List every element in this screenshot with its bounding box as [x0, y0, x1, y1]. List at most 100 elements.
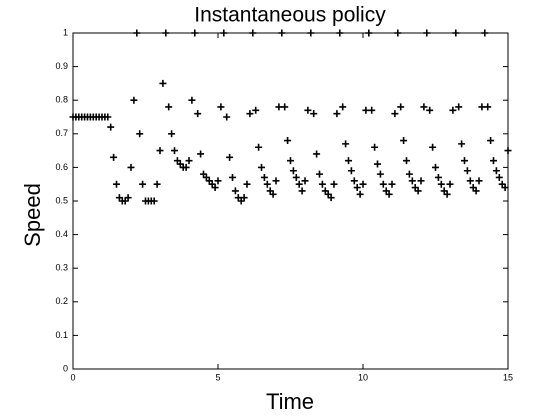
marker	[429, 143, 437, 151]
marker	[356, 190, 364, 198]
marker	[490, 157, 497, 165]
marker	[139, 180, 147, 188]
marker	[376, 170, 384, 178]
y-tick-label: 1	[63, 27, 68, 37]
marker	[388, 180, 396, 188]
marker	[133, 29, 141, 37]
y-tick-label: 0.7	[55, 128, 68, 138]
marker	[481, 29, 489, 37]
marker	[492, 167, 500, 175]
marker	[374, 160, 381, 168]
marker	[318, 180, 326, 188]
marker	[504, 147, 512, 155]
marker	[130, 96, 138, 104]
marker	[452, 29, 460, 37]
marker	[394, 29, 402, 37]
x-axis-label: Time	[266, 389, 314, 414]
marker	[214, 177, 222, 185]
marker	[307, 29, 315, 37]
marker	[292, 173, 300, 181]
x-tick-label: 5	[215, 372, 220, 382]
marker	[252, 106, 260, 114]
marker	[217, 103, 225, 111]
x-tick-label: 15	[503, 372, 513, 382]
y-tick-label: 0.3	[55, 263, 68, 273]
marker	[281, 103, 289, 111]
marker	[350, 177, 358, 185]
marker	[342, 140, 350, 148]
marker	[365, 29, 373, 37]
marker	[385, 190, 393, 198]
marker	[391, 110, 399, 118]
marker	[345, 157, 352, 165]
marker	[446, 180, 454, 188]
marker	[458, 140, 466, 148]
marker	[231, 187, 239, 195]
marker	[461, 157, 468, 165]
marker	[347, 167, 355, 175]
marker	[313, 150, 321, 158]
marker	[333, 110, 341, 118]
y-tick-label: 0	[63, 363, 68, 373]
marker	[258, 163, 265, 171]
y-tick-label: 0.8	[55, 95, 68, 105]
marker	[263, 180, 271, 188]
marker	[484, 103, 492, 111]
marker	[284, 137, 292, 145]
marker	[260, 173, 268, 181]
marker	[298, 187, 306, 195]
marker	[397, 103, 405, 111]
marker	[472, 187, 480, 195]
marker	[426, 106, 434, 114]
marker	[368, 106, 376, 114]
marker	[443, 190, 451, 198]
marker	[371, 143, 379, 151]
marker	[295, 180, 303, 188]
marker	[243, 180, 251, 188]
marker	[403, 157, 410, 165]
marker	[423, 29, 431, 37]
marker	[220, 29, 228, 37]
y-tick-label: 0.9	[55, 61, 68, 71]
marker	[310, 110, 318, 118]
marker	[185, 157, 193, 165]
marker	[229, 173, 236, 181]
marker	[182, 163, 190, 171]
marker	[420, 103, 428, 111]
marker	[301, 177, 309, 185]
marker	[136, 130, 144, 138]
marker	[304, 106, 312, 114]
marker	[379, 180, 387, 188]
marker	[405, 170, 413, 178]
marker	[246, 110, 254, 118]
marker	[165, 103, 173, 111]
marker	[240, 194, 248, 202]
marker	[124, 194, 132, 202]
marker	[191, 29, 199, 37]
marker	[249, 29, 257, 37]
marker	[162, 29, 170, 37]
marker	[255, 143, 263, 151]
marker	[316, 170, 323, 178]
marker	[475, 177, 483, 185]
marker	[272, 177, 280, 185]
marker	[156, 147, 164, 155]
y-tick-label: 0.5	[55, 195, 68, 205]
marker	[113, 180, 120, 188]
marker	[414, 187, 422, 195]
marker	[197, 150, 205, 158]
marker	[359, 180, 367, 188]
marker	[327, 194, 335, 202]
marker	[432, 163, 439, 171]
marker	[400, 137, 408, 145]
marker	[487, 137, 495, 145]
y-tick-label: 0.6	[55, 162, 68, 172]
marker	[159, 79, 167, 87]
marker	[449, 106, 457, 114]
marker	[287, 157, 294, 165]
marker	[434, 173, 442, 181]
y-tick-label: 0.4	[55, 229, 68, 239]
marker	[353, 184, 361, 192]
